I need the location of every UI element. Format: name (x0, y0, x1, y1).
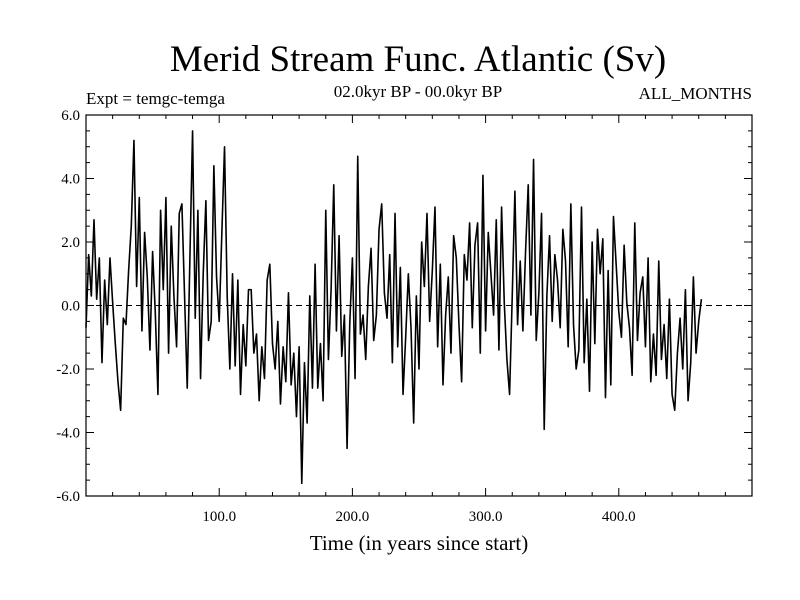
months-label: ALL_MONTHS (639, 84, 752, 103)
plot-frame (85, 114, 753, 497)
x-tick-label: 400.0 (602, 509, 636, 525)
y-tick-label: -4.0 (56, 426, 80, 442)
y-tick-label: 2.0 (61, 235, 80, 251)
experiment-label: Expt = temgc-temga (86, 89, 225, 108)
x-axis-label: Time (in years since start) (310, 531, 529, 555)
x-tick-label: 300.0 (469, 509, 503, 525)
y-tick-label: -2.0 (56, 362, 80, 378)
chart-subtitle: 02.0kyr BP - 00.0kyr BP (334, 82, 502, 101)
y-tick-label: -6.0 (56, 489, 80, 505)
series-line-0 (85, 130, 703, 485)
y-tick-label: 0.0 (61, 299, 80, 315)
plot-area: -6.0 -4.0 -2.0 0.0 2.0 4.0 6.0 100.0 200.0 300.0 4… (56, 108, 753, 525)
y-tick-label: 4.0 (61, 172, 80, 188)
x-tick-label: 100.0 (202, 509, 236, 525)
chart-title: Merid Stream Func. Atlantic (Sv) (170, 39, 666, 80)
x-tick-label: 200.0 (336, 509, 370, 525)
y-tick-label: 6.0 (61, 108, 80, 124)
